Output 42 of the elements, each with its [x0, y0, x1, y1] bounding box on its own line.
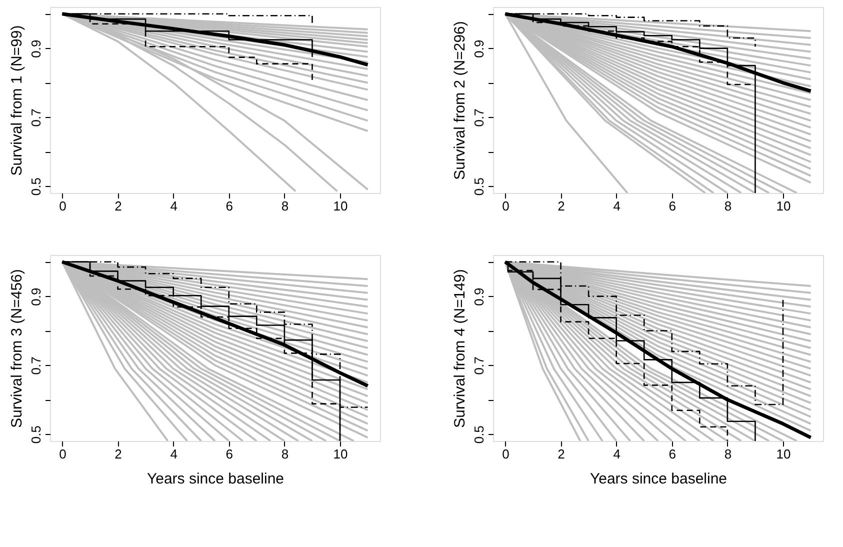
x-tick-label: 0	[59, 198, 66, 214]
x-tick-label: 8	[724, 446, 732, 462]
x-tick-label: 0	[502, 446, 510, 462]
x-tick-label: 6	[668, 198, 676, 214]
x-tick-label: 2	[114, 198, 122, 214]
y-tick-label: 0.7	[472, 356, 486, 375]
y-tick-label: 0.9	[28, 288, 44, 306]
x-tick-label: 2	[558, 198, 565, 214]
y-axis-title: Survival from 2 (N=296)	[452, 21, 468, 180]
x-tick-label: 6	[226, 446, 234, 462]
y-tick-label: 0.7	[28, 356, 44, 375]
y-tick-label: 0.5	[28, 426, 44, 444]
x-axis-title: Years since baseline	[590, 470, 728, 488]
y-axis-title: Survival from 4 (N=149)	[452, 269, 468, 428]
y-tick-label: 0.5	[28, 178, 44, 196]
y-axis-title: Survival from 1 (N=99)	[8, 25, 26, 176]
x-tick-label: 4	[613, 198, 620, 214]
x-tick-label: 8	[724, 198, 732, 214]
x-tick-label: 2	[114, 446, 122, 462]
x-tick-label: 0	[59, 446, 66, 462]
x-tick-label: 0	[502, 198, 510, 214]
x-tick-label: 2	[558, 446, 565, 462]
y-tick-label: 0.7	[472, 108, 486, 127]
y-tick-label: 0.9	[472, 40, 486, 58]
y-tick-label: 0.5	[472, 178, 486, 196]
x-tick-label: 6	[668, 446, 676, 462]
y-tick-label: 0.7	[28, 108, 44, 127]
x-tick-label: 10	[776, 446, 791, 462]
x-tick-label: 10	[776, 198, 791, 214]
y-tick-label: 0.5	[472, 426, 486, 444]
x-tick-label: 8	[281, 446, 289, 462]
y-axis-title: Survival from 3 (N=456)	[8, 269, 26, 428]
x-tick-label: 10	[333, 198, 348, 214]
x-tick-label: 6	[226, 198, 234, 214]
x-tick-label: 4	[170, 198, 178, 214]
x-tick-label: 8	[281, 198, 289, 214]
x-tick-label: 10	[333, 446, 348, 462]
y-tick-label: 0.9	[472, 288, 486, 306]
x-axis-title: Years since baseline	[146, 470, 284, 488]
x-tick-label: 4	[170, 446, 178, 462]
x-tick-label: 4	[613, 446, 620, 462]
y-tick-label: 0.9	[28, 40, 44, 58]
